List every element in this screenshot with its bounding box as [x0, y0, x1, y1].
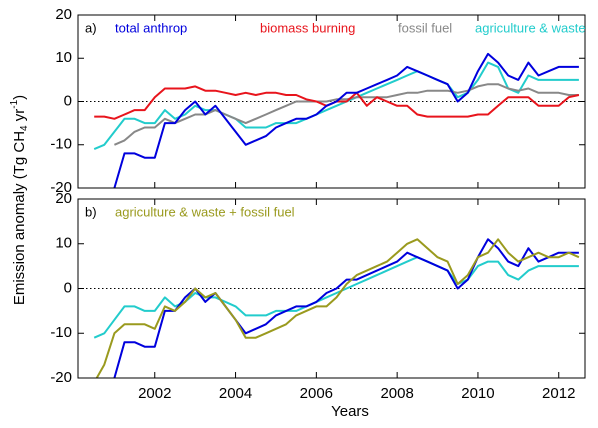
series-line — [93, 61, 579, 151]
y-tick-label: -10 — [50, 324, 72, 341]
x-tick-label: 2004 — [219, 385, 252, 402]
y-label-part: ) — [11, 95, 28, 100]
y-tick-label: 20 — [55, 190, 72, 207]
y-tick-label: 10 — [55, 235, 72, 252]
y-axis-label: Emission anomaly (Tg CH4 yr-1) — [9, 95, 30, 305]
series-line — [114, 83, 579, 146]
series-line — [94, 85, 580, 120]
y-label-sub: 4 — [19, 125, 30, 131]
series-line — [93, 256, 579, 339]
y-tick-label: 20 — [55, 6, 72, 23]
y-tick-label: 10 — [55, 49, 72, 66]
y-tick-label: -20 — [50, 369, 72, 386]
legend-label: agriculture & waste — [475, 20, 586, 35]
plot-frame — [77, 14, 586, 189]
x-tick-label: 2010 — [461, 385, 494, 402]
panel-label: a) — [85, 20, 97, 35]
plot-frame — [77, 198, 586, 379]
x-tick-label: 2008 — [380, 385, 413, 402]
legend-label: biomass burning — [260, 20, 355, 35]
series-line — [113, 52, 579, 188]
y-tick-label: 0 — [64, 92, 72, 109]
x-tick-label: 2002 — [138, 385, 171, 402]
y-label-part: yr — [11, 109, 28, 126]
legend-label: total anthrop — [115, 20, 187, 35]
y-tick-label: 0 — [64, 279, 72, 296]
x-tick-label: 2006 — [300, 385, 333, 402]
legend-label: agriculture & waste + fossil fuel — [115, 204, 295, 219]
x-axis-label: Years — [331, 403, 369, 420]
series-line — [95, 238, 580, 378]
x-tick-label: 2012 — [542, 385, 575, 402]
y-tick-label: -20 — [50, 179, 72, 196]
panel-label: b) — [85, 204, 97, 219]
y-label-sup: -1 — [9, 99, 20, 108]
y-label-part: Emission anomaly (Tg CH — [11, 131, 28, 305]
series-line — [113, 238, 579, 378]
y-tick-label: -10 — [50, 136, 72, 153]
legend-label: fossil fuel — [398, 20, 452, 35]
